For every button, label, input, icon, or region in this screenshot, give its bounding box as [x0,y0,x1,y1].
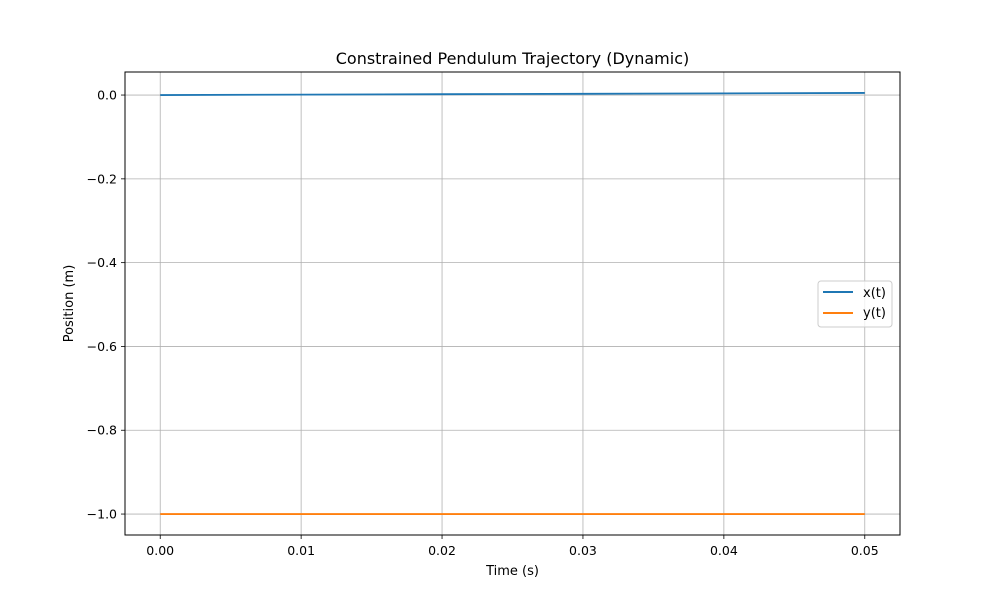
chart-title: Constrained Pendulum Trajectory (Dynamic… [336,49,690,68]
y-tick-label: −0.4 [87,255,117,270]
series-line-x [160,92,865,96]
plot-area [125,72,900,535]
x-tick-label: 0.02 [428,543,456,558]
x-tick-label: 0.04 [710,543,738,558]
x-tick-label: 0.01 [287,543,315,558]
ticks: 0.00 0.01 0.02 0.03 0.04 0.05 0.0 −0.2 −0.4 −0.6 −… [87,88,879,558]
y-tick-label: 0.0 [97,88,117,103]
y-tick-label: −0.8 [87,423,117,438]
y-tick-label: −0.2 [87,171,117,186]
plot-frame [124,71,901,536]
series-layer [160,92,865,515]
legend-label-y: y(t) [863,306,886,321]
legend: x(t) y(t) [817,280,893,328]
x-tick-label: 0.00 [146,543,174,558]
grid [125,72,900,535]
legend-label-x: x(t) [863,286,886,301]
x-tick-label: 0.03 [569,543,597,558]
y-axis-label: Position (m) [62,265,77,343]
x-tick-label: 0.05 [851,543,879,558]
x-axis-label: Time (s) [485,564,539,579]
y-tick-label: −1.0 [87,507,117,522]
y-tick-label: −0.6 [87,339,117,354]
